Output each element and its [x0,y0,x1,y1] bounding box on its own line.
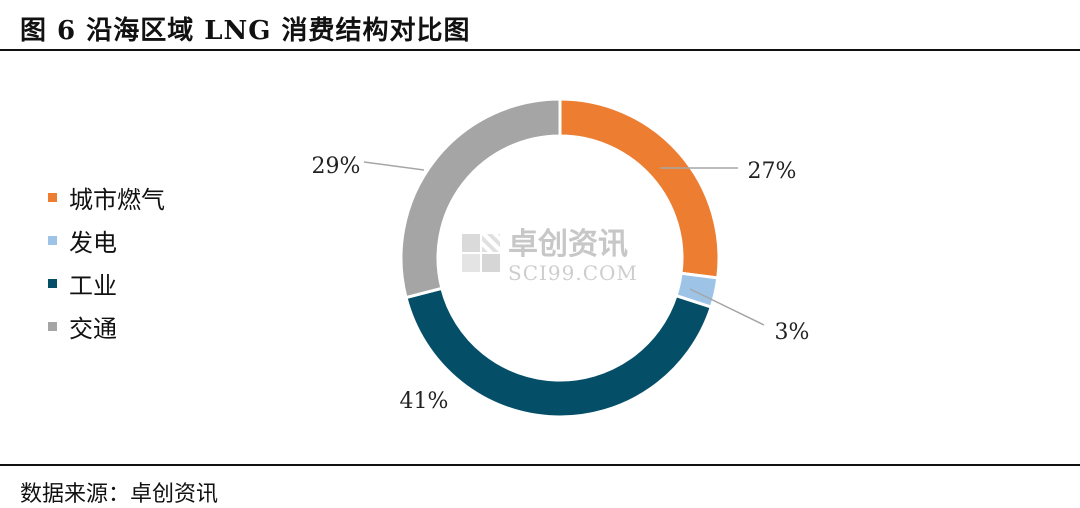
legend-item-city-gas: 城市燃气 [48,176,165,219]
data-label: 29% [312,154,361,179]
legend-item-power: 发电 [48,219,165,262]
data-label: 27% [748,159,797,184]
chart-legend: 城市燃气 发电 工业 交通 [48,176,165,348]
leader-line [689,288,765,326]
watermark-logo-icon [462,228,502,284]
bottom-rule [0,464,1080,466]
legend-label: 交通 [69,315,117,343]
donut-slices [399,97,721,419]
legend-swatch [48,279,57,288]
legend-swatch [48,236,57,245]
legend-label: 工业 [69,272,117,300]
legend-item-transport: 交通 [48,305,165,348]
donut-slice [404,286,714,419]
data-labels: 27% 3% 41% 29% [312,154,810,414]
legend-item-industry: 工业 [48,262,165,305]
chart-title: 图 6 沿海区域 LNG 消费结构对比图 [20,16,471,46]
watermark-text-en: SCI99.COM [508,261,638,285]
legend-label: 发电 [69,229,117,257]
leader-line [363,161,425,171]
data-source: 数据来源：卓创资讯 [20,482,219,507]
legend-swatch [48,193,57,202]
donut-slice [399,97,562,300]
watermark: 卓创资讯 SCI99.COM [462,228,638,284]
data-label: 3% [775,320,810,345]
legend-swatch [48,322,57,331]
leader-lines [363,161,765,326]
data-label: 41% [400,389,449,414]
top-rule [0,49,1080,51]
legend-label: 城市燃气 [69,186,165,214]
watermark-text-cn: 卓创资讯 [508,227,628,262]
